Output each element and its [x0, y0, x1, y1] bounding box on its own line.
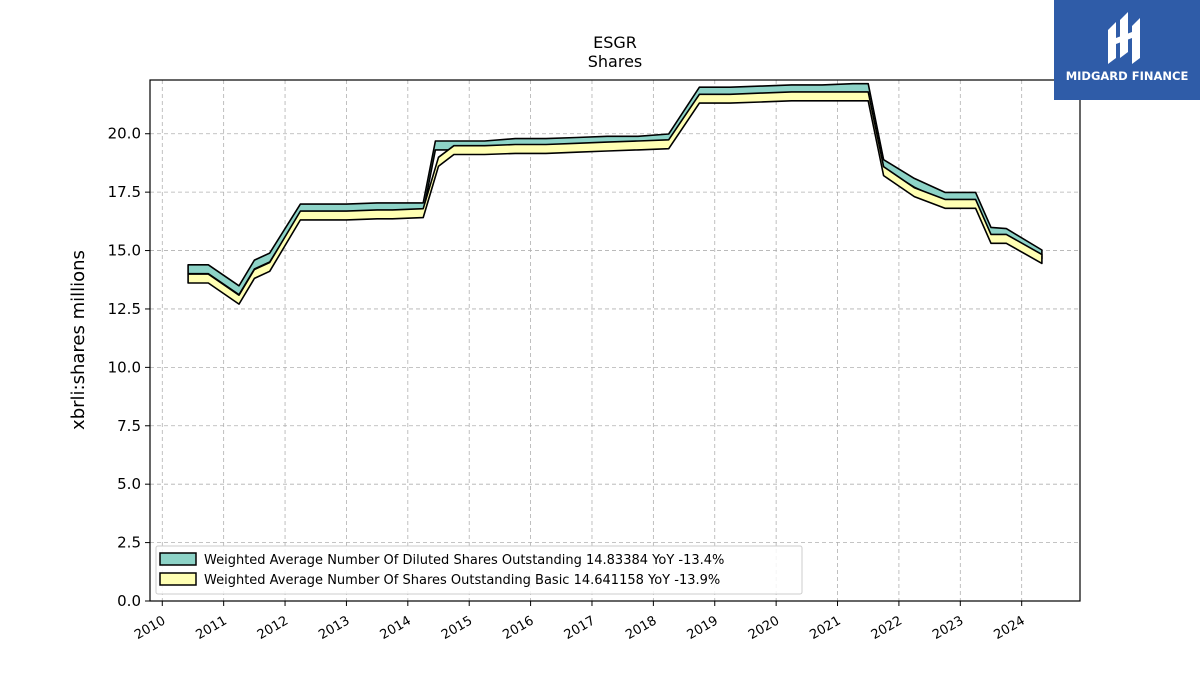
legend-swatch-1	[159, 552, 197, 566]
chart-title: ESGR	[593, 33, 637, 52]
y-tick-label: 7.5	[117, 417, 141, 435]
y-tick-label: 0.0	[117, 592, 141, 610]
legend-box	[155, 545, 803, 595]
x-tick-label: 2012	[255, 613, 291, 643]
x-tick-label: 2023	[930, 613, 966, 643]
x-tick-label: 2010	[132, 613, 168, 643]
y-axis-label: xbrli:shares millions	[68, 250, 89, 430]
y-tick-label: 5.0	[117, 475, 141, 493]
x-tick-label: 2020	[746, 613, 782, 643]
y-tick-label: 12.5	[108, 300, 141, 318]
x-tick-label: 2017	[562, 613, 598, 643]
grid	[150, 80, 1080, 602]
legend-swatch-2	[159, 572, 197, 586]
x-axis-ticks: 2010 2011 2012 2013 2014 2015 2016 2017 2018 2019…	[132, 601, 1028, 643]
legend-entry-1: Weighted Average Number Of Diluted Share…	[204, 553, 724, 568]
y-axis-ticks: 0.0 2.5 5.0 7.5 10.0 12.5 15.0 17.5 20.0	[108, 125, 150, 610]
x-tick-label: 2016	[500, 613, 536, 643]
brand-logo: MIDGARD FINANCE	[1054, 0, 1200, 100]
legend: Weighted Average Number Of Diluted Share…	[155, 545, 803, 595]
y-tick-label: 10.0	[108, 358, 141, 376]
midgard-logo-icon	[1108, 12, 1140, 64]
legend-entry-2: Weighted Average Number Of Shares Outsta…	[204, 573, 720, 588]
x-tick-label: 2011	[194, 613, 230, 643]
x-tick-label: 2019	[685, 613, 721, 643]
brand-logo-text: MIDGARD FINANCE	[1065, 69, 1189, 83]
y-tick-label: 17.5	[108, 183, 141, 201]
x-tick-label: 2022	[869, 613, 905, 643]
y-tick-label: 15.0	[108, 242, 141, 260]
x-tick-label: 2015	[439, 613, 475, 643]
x-tick-label: 2021	[807, 613, 843, 643]
series-area-2	[187, 91, 1043, 305]
x-tick-label: 2013	[316, 613, 352, 643]
chart-subtitle: Shares	[588, 52, 643, 71]
plot-frame	[149, 79, 1081, 602]
x-tick-label: 2024	[992, 613, 1028, 643]
x-tick-label: 2014	[378, 613, 414, 643]
series-areas	[187, 82, 1043, 305]
y-tick-label: 2.5	[117, 534, 141, 552]
y-tick-label: 20.0	[108, 125, 141, 143]
x-tick-label: 2018	[623, 613, 659, 643]
